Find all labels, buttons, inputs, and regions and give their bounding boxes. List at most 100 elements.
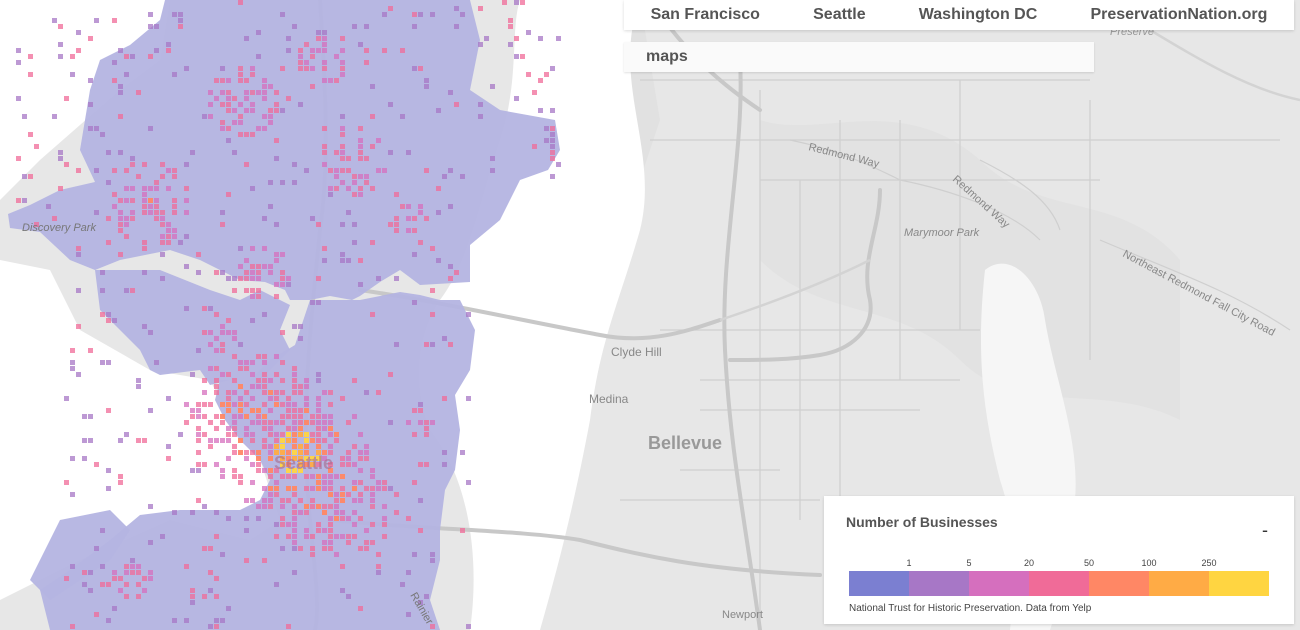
heat-cell [436, 258, 441, 263]
heat-cell [250, 420, 255, 425]
heat-cell [364, 24, 369, 29]
heat-cell [286, 414, 291, 419]
heat-cell [358, 450, 363, 455]
heat-cell [142, 162, 147, 167]
heat-cell [118, 48, 123, 53]
heat-cell [352, 522, 357, 527]
heat-cell [106, 318, 111, 323]
subnav-maps[interactable]: maps [624, 42, 1094, 72]
heat-cell [340, 492, 345, 497]
heat-cell [130, 54, 135, 59]
heat-cell [418, 420, 423, 425]
heat-cell [424, 432, 429, 437]
heat-cell [274, 420, 279, 425]
heat-cell [118, 210, 123, 215]
nav-link-san-francisco[interactable]: San Francisco [650, 6, 760, 23]
heat-cell [322, 426, 327, 431]
heat-cell [436, 108, 441, 113]
heat-cell [424, 594, 429, 599]
heat-cell [292, 468, 297, 473]
heat-cell [268, 114, 273, 119]
heat-cell [220, 102, 225, 107]
heat-cell [196, 468, 201, 473]
heat-cell [274, 258, 279, 263]
heat-cell [430, 552, 435, 557]
heat-cell [280, 252, 285, 257]
heat-cell [184, 264, 189, 269]
heat-cell [148, 12, 153, 17]
legend-collapse-button[interactable]: - [1262, 520, 1268, 540]
heat-cell [358, 126, 363, 131]
heat-cell [298, 414, 303, 419]
heat-cell [292, 492, 297, 497]
heat-cell [202, 504, 207, 509]
heat-cell [508, 42, 513, 47]
heat-cell [250, 72, 255, 77]
heat-cell [250, 186, 255, 191]
heat-cell [214, 414, 219, 419]
heat-cell [292, 456, 297, 461]
seattle-heat-region [8, 0, 560, 300]
heat-cell [208, 444, 213, 449]
nav-link-preservationnation[interactable]: PreservationNation.org [1090, 6, 1268, 23]
heat-cell [220, 78, 225, 83]
heat-cell [352, 510, 357, 515]
heat-cell [232, 390, 237, 395]
heat-cell [202, 414, 207, 419]
heat-cell [70, 564, 75, 569]
heat-cell [358, 546, 363, 551]
heat-cell [316, 426, 321, 431]
heat-cell [124, 198, 129, 203]
heat-cell [298, 48, 303, 53]
heat-cell [322, 42, 327, 47]
heat-cell [34, 144, 39, 149]
heat-cell [376, 390, 381, 395]
heat-cell [214, 378, 219, 383]
heat-cell [256, 414, 261, 419]
heat-cell [262, 384, 267, 389]
heat-cell [70, 72, 75, 77]
heat-cell [280, 546, 285, 551]
heat-cell [232, 450, 237, 455]
heat-cell [82, 456, 87, 461]
heat-cell [484, 36, 489, 41]
heat-cell [214, 624, 219, 629]
subnav-label: maps [646, 48, 688, 65]
heat-cell [256, 264, 261, 269]
heat-cell [310, 462, 315, 467]
heat-cell [286, 48, 291, 53]
heat-cell [328, 192, 333, 197]
heat-cell [322, 390, 327, 395]
heat-cell [316, 480, 321, 485]
heat-cell [328, 546, 333, 551]
heat-cell [328, 390, 333, 395]
heat-cell [292, 162, 297, 167]
heat-cell [526, 30, 531, 35]
heat-cell [292, 390, 297, 395]
heat-cell [220, 210, 225, 215]
heat-cell [322, 30, 327, 35]
heat-cell [322, 150, 327, 155]
heat-cell [214, 576, 219, 581]
heat-cell [268, 456, 273, 461]
heat-cell [424, 420, 429, 425]
nav-link-seattle[interactable]: Seattle [813, 6, 866, 23]
nav-link-washington-dc[interactable]: Washington DC [918, 6, 1038, 23]
heat-cell [118, 252, 123, 257]
heat-cell [430, 558, 435, 563]
heat-cell [340, 48, 345, 53]
heat-cell [328, 504, 333, 509]
heat-cell [550, 156, 555, 161]
heat-cell [274, 492, 279, 497]
heat-cell [262, 402, 267, 407]
legend-tick: 50 [1083, 558, 1095, 568]
heat-cell [316, 372, 321, 377]
heat-cell [220, 372, 225, 377]
heat-cell [460, 450, 465, 455]
heat-cell [208, 588, 213, 593]
legend-swatch [909, 571, 969, 596]
heat-cell [352, 462, 357, 467]
heat-cell [70, 348, 75, 353]
label-clyde-hill: Clyde Hill [611, 345, 662, 359]
